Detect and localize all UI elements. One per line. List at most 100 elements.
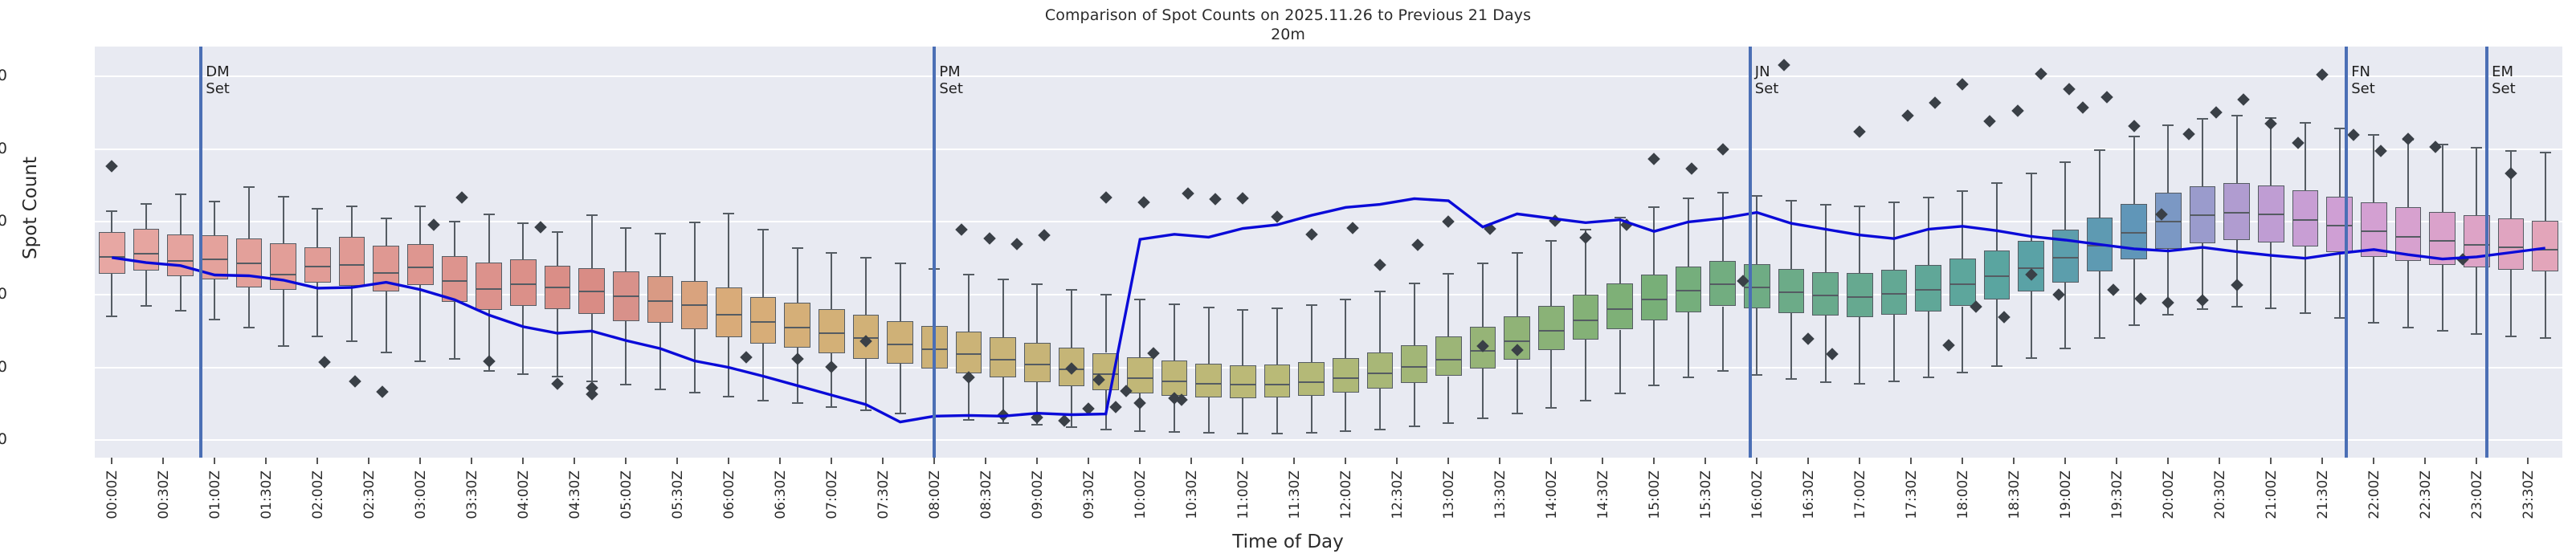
event-vline	[199, 47, 203, 458]
whisker-lower	[351, 286, 353, 341]
whisker-upper	[2373, 133, 2375, 202]
cap-upper	[1957, 189, 1969, 192]
boxplot-median	[2086, 245, 2113, 247]
cap-upper	[2025, 172, 2037, 174]
whisker-upper	[2202, 117, 2203, 186]
whisker-upper	[590, 214, 593, 269]
whisker-upper	[762, 229, 764, 297]
x-tick-label: 10:00Z	[1133, 470, 1149, 519]
cap-lower	[517, 373, 529, 375]
x-tick-label: 18:30Z	[2007, 470, 2023, 519]
whisker-upper	[282, 195, 284, 243]
whisker-upper	[1893, 202, 1895, 271]
boxplot-box	[1744, 263, 1770, 309]
cap-upper	[448, 221, 461, 223]
x-tick-mark	[162, 458, 165, 464]
cap-lower	[2025, 356, 2037, 359]
cap-upper	[2196, 117, 2209, 120]
whisker-lower	[1893, 315, 1895, 381]
boxplot-box	[1847, 272, 1873, 318]
x-tick-label: 07:00Z	[824, 470, 841, 519]
cap-lower	[1614, 393, 1626, 395]
x-tick-label: 19:00Z	[2058, 470, 2075, 519]
x-tick-mark	[985, 458, 987, 464]
cap-upper	[620, 226, 632, 229]
x-tick-mark	[2424, 458, 2427, 464]
whisker-upper	[1002, 279, 1004, 337]
whisker-lower	[248, 287, 250, 327]
x-tick-label: 16:00Z	[1749, 470, 1766, 519]
boxplot-box	[202, 234, 228, 279]
whisker-lower	[1413, 382, 1415, 426]
boxplot-median	[1538, 330, 1565, 332]
whisker-lower	[968, 373, 970, 419]
whisker-lower	[1276, 397, 1278, 434]
x-tick-mark	[2013, 458, 2015, 464]
whisker-lower	[1345, 393, 1347, 431]
cap-lower	[448, 357, 461, 360]
boxplot-median	[2155, 221, 2182, 223]
boxplot-median	[338, 263, 365, 266]
whisker-lower	[1139, 393, 1141, 430]
event-label: JN Set	[1754, 63, 1779, 97]
event-vline	[2345, 47, 2349, 458]
whisker-lower	[2030, 291, 2032, 357]
whisker-upper	[351, 206, 353, 237]
x-tick-label: 17:00Z	[1852, 470, 1869, 519]
x-tick-mark	[1345, 458, 1347, 464]
boxplot-median	[1127, 377, 1153, 380]
whisker-lower	[2270, 242, 2272, 308]
cap-upper	[2505, 149, 2517, 152]
boxplot-box	[1298, 362, 1325, 396]
x-tick-label: 08:00Z	[927, 470, 944, 519]
x-tick-label: 04:30Z	[567, 470, 584, 519]
boxplot-box	[716, 287, 742, 337]
y-tick-label: 40000	[0, 139, 7, 157]
cap-lower	[2333, 317, 2345, 320]
boxplot-box	[1606, 283, 1633, 330]
boxplot-median	[887, 343, 913, 345]
whisker-lower	[419, 285, 422, 360]
gridline	[95, 294, 2562, 296]
boxplot-box	[1333, 357, 1359, 393]
boxplot-median	[2292, 218, 2319, 221]
whisker-upper	[419, 205, 422, 244]
cap-lower	[174, 310, 186, 312]
gridline	[95, 366, 2562, 369]
boxplot-median	[784, 326, 810, 328]
y-tick-label: 50000	[0, 67, 7, 85]
cap-upper	[483, 213, 495, 215]
boxplot-box	[1435, 336, 1462, 377]
boxplot-box	[647, 276, 674, 324]
cap-upper	[1100, 294, 1112, 296]
x-tick-mark	[1807, 458, 1810, 464]
whisker-upper	[899, 263, 901, 321]
whisker-lower	[1516, 359, 1518, 413]
whisker-upper	[693, 222, 696, 281]
cap-upper	[312, 208, 324, 210]
boxplot-box	[1641, 274, 1668, 320]
whisker-upper	[2476, 147, 2478, 216]
whisker-lower	[1379, 388, 1381, 429]
x-tick-mark	[2476, 458, 2478, 464]
boxplot-median	[2464, 243, 2490, 246]
cap-lower	[1305, 432, 1317, 434]
cap-upper	[894, 263, 906, 265]
x-tick-mark	[419, 458, 422, 464]
x-tick-mark	[111, 458, 113, 464]
boxplot-box	[1401, 344, 1427, 383]
whisker-upper	[728, 212, 730, 287]
x-tick-mark	[265, 458, 267, 464]
boxplot-median	[202, 258, 228, 260]
x-tick-label: 03:30Z	[464, 470, 481, 519]
gridline	[95, 221, 2562, 223]
cap-upper	[1990, 181, 2003, 184]
cap-lower	[1408, 426, 1420, 428]
cap-lower	[1031, 424, 1043, 426]
boxplot-median	[2018, 267, 2044, 269]
whisker-lower	[1550, 349, 1553, 407]
whisker-upper	[2510, 149, 2512, 218]
whisker-upper	[2441, 143, 2443, 212]
today-line-path	[112, 197, 2545, 424]
boxplot-box	[1983, 250, 2011, 300]
